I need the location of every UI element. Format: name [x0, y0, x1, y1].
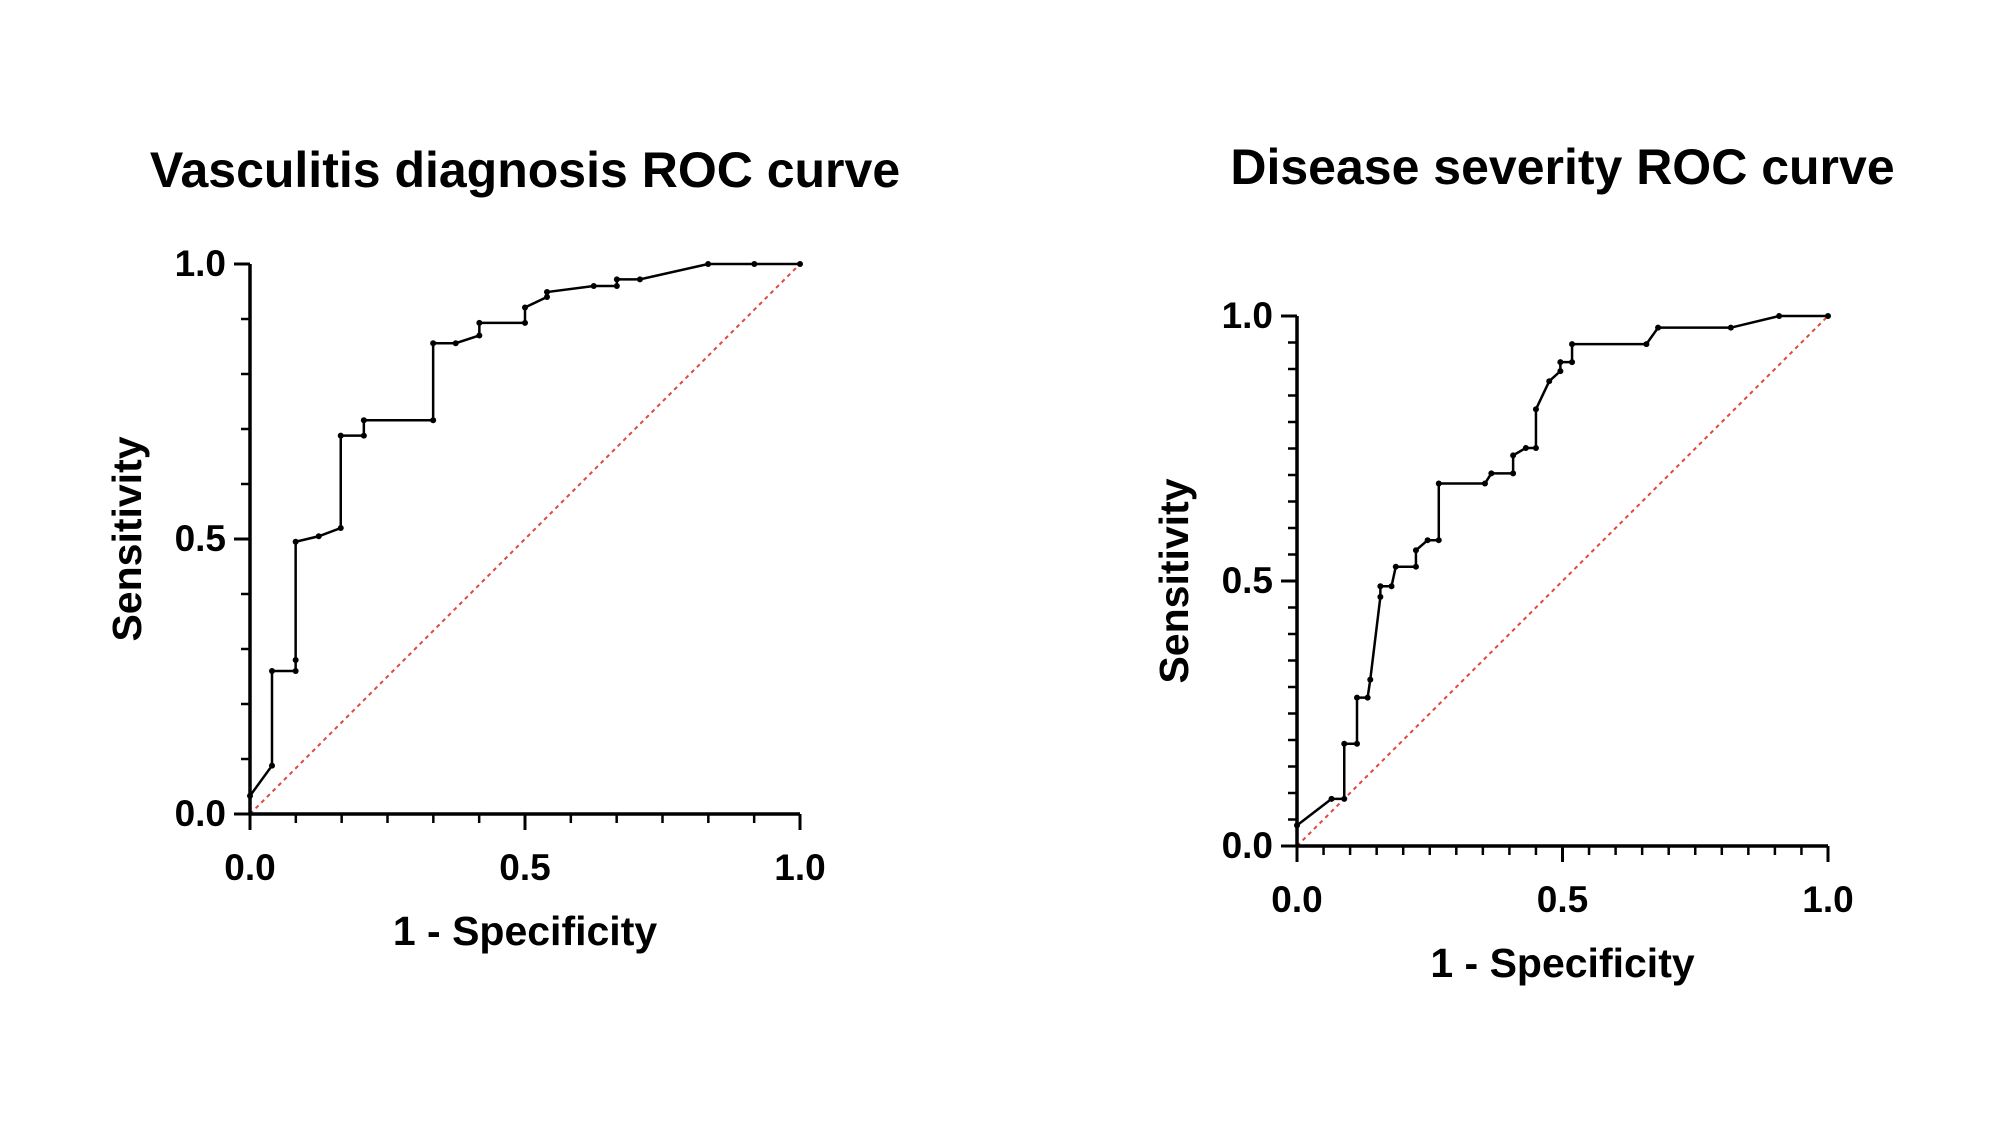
roc-point	[1377, 583, 1384, 590]
roc-point	[247, 792, 253, 799]
roc-point	[476, 332, 483, 339]
roc-point	[1412, 563, 1419, 570]
roc-point	[1392, 563, 1399, 570]
x-axis-title: 1 - Specificity	[393, 908, 658, 954]
roc-point	[797, 261, 803, 267]
roc-point	[1655, 324, 1662, 331]
reference-line	[1296, 315, 1829, 847]
roc-point	[1569, 341, 1576, 348]
x-tick-label: 1.0	[1802, 879, 1853, 920]
roc-point	[613, 283, 620, 289]
y-tick-label: 1.0	[175, 243, 226, 284]
chart-title: Disease severity ROC curve	[1230, 139, 1894, 195]
roc-point	[522, 319, 528, 326]
roc-point	[1435, 480, 1442, 487]
roc-point	[1424, 537, 1431, 544]
roc-point	[269, 762, 275, 769]
y-tick-label: 1.0	[1222, 295, 1273, 336]
roc-point	[1522, 444, 1529, 451]
roc-point	[360, 417, 367, 424]
chart-title: Vasculitis diagnosis ROC curve	[150, 142, 900, 198]
roc-point	[476, 319, 483, 326]
roc-point	[636, 276, 643, 283]
x-tick-label: 0.0	[1271, 879, 1322, 920]
reference-line	[249, 263, 801, 815]
roc-point	[1412, 547, 1419, 554]
roc-line	[1296, 314, 1828, 827]
roc-point	[522, 304, 528, 311]
roc-point	[1354, 740, 1361, 747]
roc-point	[1435, 537, 1442, 544]
x-tick-label: 0.5	[1537, 879, 1588, 920]
roc-point	[613, 276, 620, 283]
roc-point	[1364, 694, 1371, 701]
x-tick-label: 0.5	[499, 847, 550, 888]
roc-point	[544, 294, 550, 300]
roc-point	[1546, 378, 1553, 385]
roc-point	[1341, 795, 1348, 802]
roc-point	[590, 283, 597, 289]
roc-point	[1825, 313, 1831, 319]
roc-point	[751, 261, 758, 267]
roc-point	[1377, 593, 1384, 600]
roc-point	[705, 261, 712, 267]
roc-point	[452, 340, 459, 347]
x-tick-label: 1.0	[774, 847, 825, 888]
roc-point	[315, 533, 322, 540]
roc-point	[292, 668, 299, 674]
roc-point	[337, 525, 344, 531]
x-tick-label: 0.0	[224, 847, 275, 888]
roc-point	[1367, 676, 1374, 683]
roc-point	[1328, 795, 1335, 802]
roc-point	[1532, 406, 1539, 413]
roc-point	[544, 289, 550, 296]
x-axis-title: 1 - Specificity	[1430, 940, 1695, 986]
y-tick-label: 0.0	[1222, 825, 1273, 866]
roc-point	[1354, 694, 1361, 701]
roc-point	[292, 657, 299, 663]
y-axis-title: Sensitivity	[104, 436, 150, 641]
roc-point	[430, 417, 437, 424]
y-tick-label: 0.0	[175, 793, 226, 834]
roc-point	[292, 538, 299, 545]
roc-point	[1510, 470, 1517, 477]
roc-point	[1776, 313, 1783, 319]
roc-line	[248, 262, 800, 797]
roc-point	[1569, 359, 1576, 366]
roc-point	[1557, 368, 1564, 375]
roc-point	[1341, 740, 1348, 747]
roc-point	[1294, 822, 1300, 829]
roc-point	[1510, 452, 1517, 459]
roc-point	[1727, 324, 1734, 331]
roc-point	[1557, 359, 1564, 366]
y-tick-label: 0.5	[1222, 560, 1273, 601]
roc-point	[1481, 480, 1488, 487]
roc-point	[1532, 444, 1539, 451]
roc-point	[1388, 583, 1395, 590]
roc-point	[360, 432, 367, 439]
roc-point	[1488, 470, 1495, 477]
y-axis-title: Sensitivity	[1151, 478, 1197, 683]
roc-point	[1643, 341, 1650, 348]
roc-point	[269, 668, 275, 674]
y-tick-label: 0.5	[175, 518, 226, 559]
roc-point	[337, 432, 344, 439]
roc-point	[430, 340, 437, 347]
